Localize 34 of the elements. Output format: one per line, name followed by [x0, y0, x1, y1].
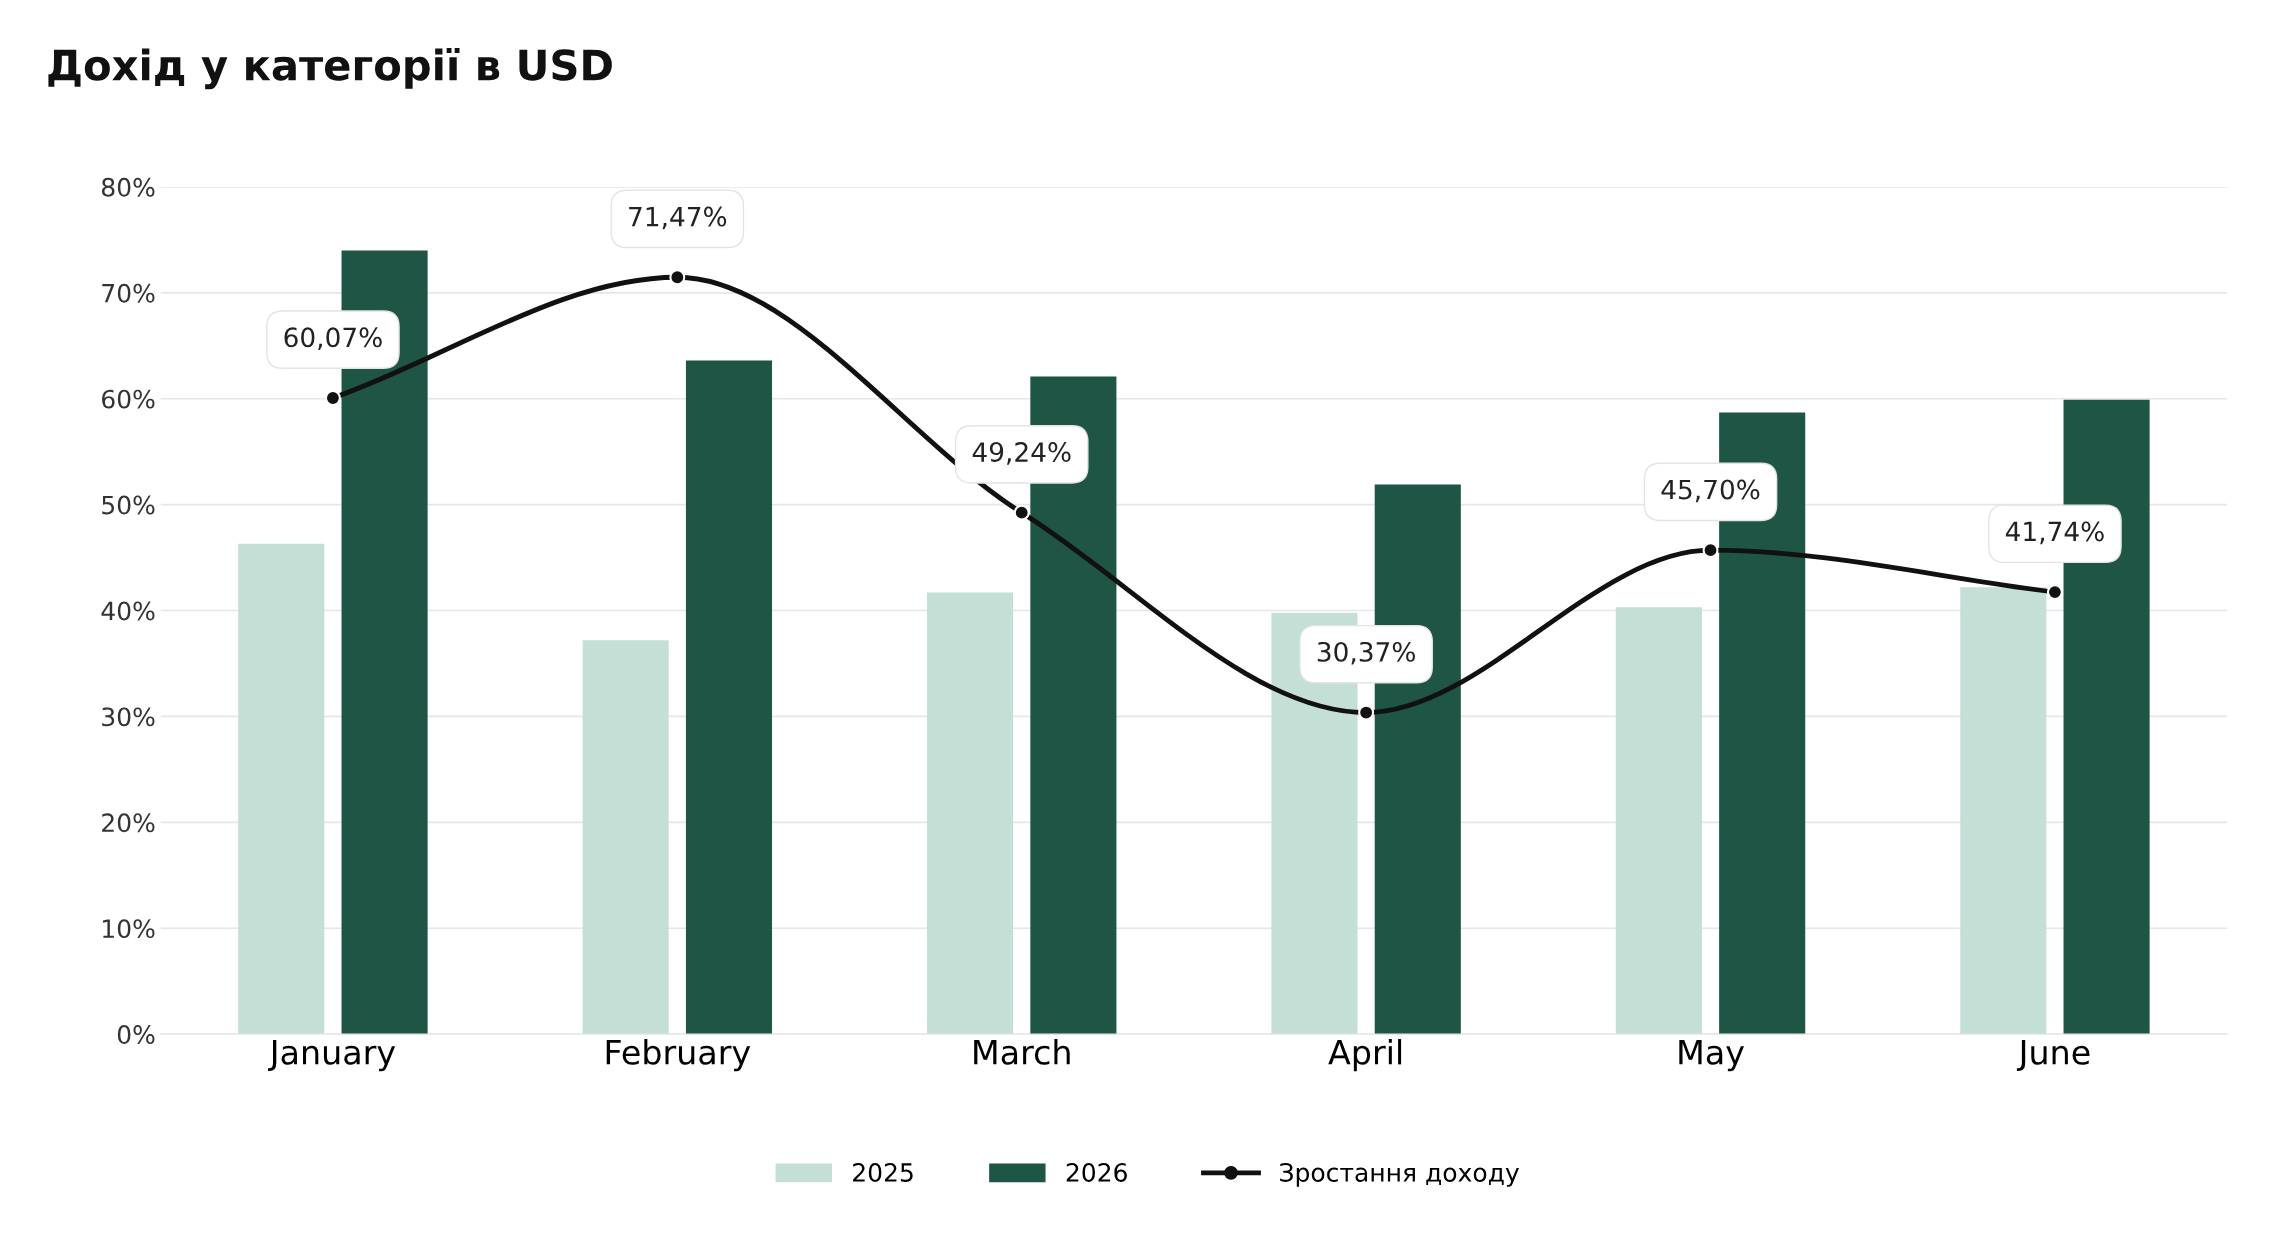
x-tick-label: June	[2016, 1040, 2090, 1072]
point	[1013, 504, 1030, 521]
bar	[927, 592, 1014, 1035]
bar	[685, 360, 773, 1035]
y-tick-label: 50%	[102, 495, 155, 515]
y-tick-label: 10%	[103, 919, 155, 939]
x-tick-label: February	[606, 1039, 751, 1072]
data-label: 41,74%	[2005, 521, 2104, 545]
bar	[1615, 607, 1702, 1035]
bar	[238, 543, 325, 1035]
chart-title: Дохід у категорії в USD	[48, 47, 612, 90]
y-tick-label: 20%	[102, 813, 155, 833]
y-tick-label: 60%	[102, 389, 155, 409]
bar	[582, 640, 669, 1035]
point	[669, 269, 686, 286]
y-tick-label: 40%	[101, 601, 155, 621]
data-label: 45,70%	[1661, 479, 1760, 503]
legend-label: 2025	[853, 1163, 913, 1182]
x-tick-label: May	[1679, 1040, 1744, 1072]
x-tick-label: April	[1328, 1039, 1402, 1072]
x-tick-label: January	[268, 1040, 396, 1072]
data-label: 60,07%	[284, 327, 382, 350]
point	[1358, 704, 1375, 721]
x-tick-label: March	[974, 1039, 1070, 1065]
data-label: 30,37%	[1317, 641, 1415, 665]
legend-label: 2026	[1066, 1163, 1127, 1182]
y-tick-label: 30%	[102, 707, 155, 727]
data-label: 71,47%	[629, 206, 727, 230]
data-label: 49,24%	[972, 442, 1071, 465]
y-tick-label: 70%	[102, 283, 155, 303]
y-tick-label: 0%	[117, 1025, 155, 1045]
y-tick-label: 80%	[101, 177, 155, 197]
bar	[1960, 587, 2047, 1035]
legend-label: Зростання доходу	[1280, 1163, 1519, 1187]
